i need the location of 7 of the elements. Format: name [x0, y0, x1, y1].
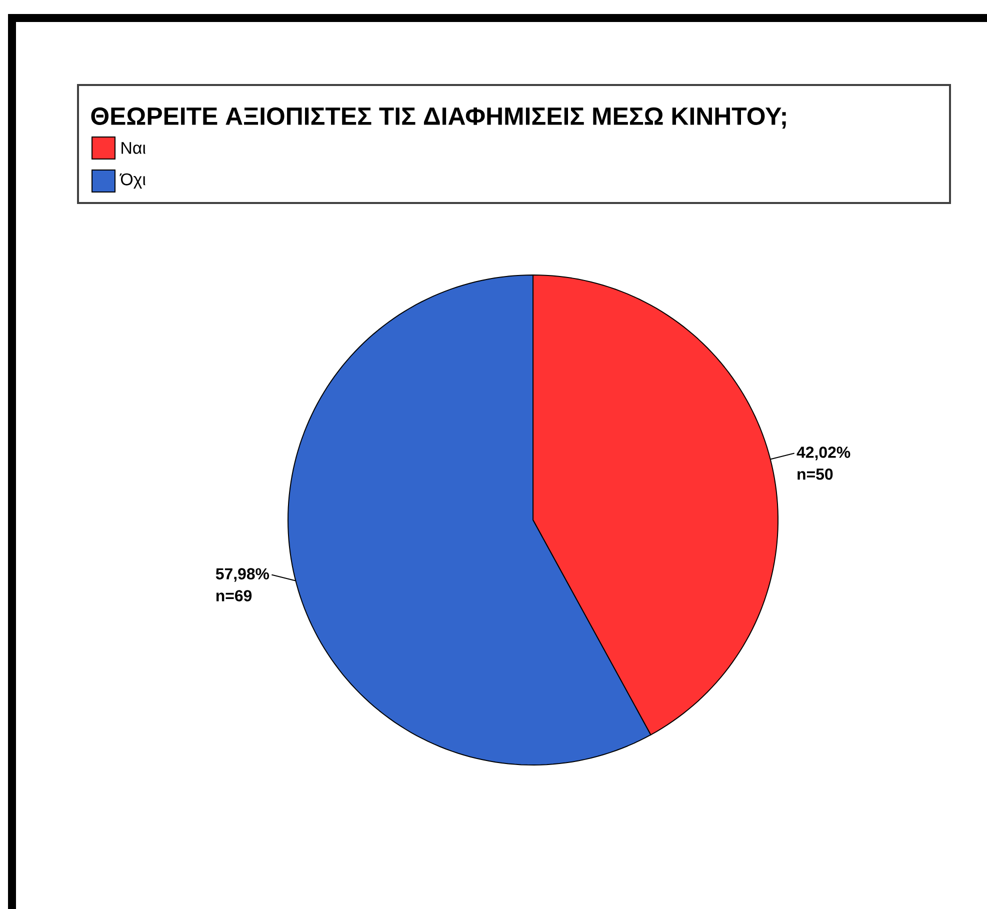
text: n=69	[216, 590, 252, 602]
legend-label: Όχι	[120, 173, 146, 189]
legend-label: Ναι	[122, 142, 146, 154]
text: n=50	[798, 468, 833, 480]
data-label: 57,98%	[216, 568, 270, 582]
data-label: 42,02%	[796, 446, 850, 460]
legend-title: ΘΕΩΡΕΙΤΕ ΑΞΙΟΠΙΣΤΕΣ ΤΙΣ ΔΙΑΦΗΜΙΣΕΙΣ ΜΕΣΩ ΚΙΝΗΤΟΥ;	[91, 107, 786, 129]
